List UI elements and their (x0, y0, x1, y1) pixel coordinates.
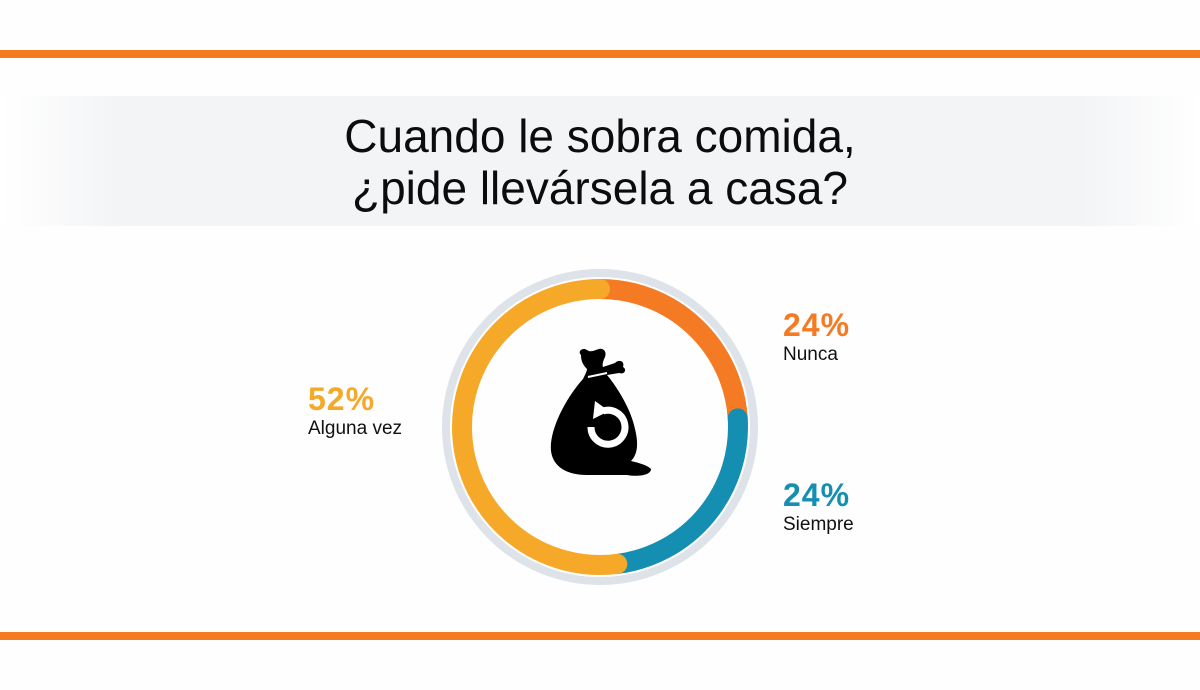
title-line-1: Cuando le sobra comida, (344, 110, 856, 162)
title-band (0, 96, 1200, 226)
donut-chart (430, 257, 770, 597)
siempre-label: Siempre (783, 514, 854, 535)
legend-alguna-vez: 52% Alguna vez (308, 382, 402, 440)
food-bag-recycle-icon (550, 348, 651, 476)
legend-nunca: 24% Nunca (783, 308, 850, 366)
siempre-percent: 24% (783, 477, 851, 513)
bottom-orange-rule (0, 632, 1200, 640)
top-orange-rule (0, 50, 1200, 58)
alguna-vez-percent: 52% (308, 381, 376, 417)
page-title: Cuando le sobra comida, ¿pide llevársela… (0, 110, 1200, 214)
legend-siempre: 24% Siempre (783, 478, 854, 536)
segment-alguna-vez (452, 279, 628, 575)
alguna-vez-label: Alguna vez (308, 418, 403, 439)
outer-ring (442, 269, 758, 585)
title-line-2: ¿pide llevársela a casa? (351, 162, 849, 214)
nunca-percent: 24% (783, 307, 851, 343)
segment-nunca (590, 279, 748, 429)
segment-siempre (607, 408, 748, 574)
nunca-label: Nunca (783, 344, 838, 365)
